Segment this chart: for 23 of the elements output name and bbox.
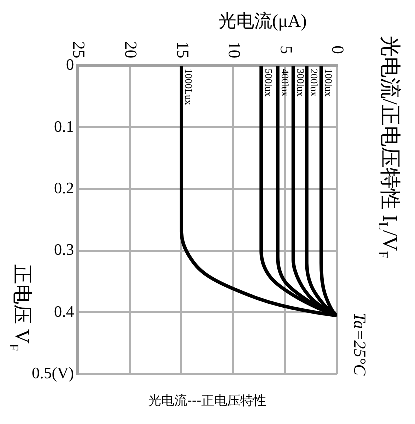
text: 光电流---正电压特性 [147,393,268,410]
x-tick-label: 5 [276,46,296,54]
x-tick-label: 0 [328,46,348,54]
x-tick-label: 20 [122,42,140,58]
x-tick-label: 15 [173,42,192,58]
text: 500lux [262,69,274,97]
x-axis-title: 光电流(μA) [218,11,308,31]
text: 300lux [294,69,306,97]
y-tick-label: 0.2 [54,180,74,198]
y-axis-title: 正电压 VF [7,264,33,352]
text: 100lux [322,69,334,97]
y-tick-label: 0.4 [54,304,74,321]
y-tick-label: 0.5(V) [32,366,74,383]
text: 200lux [308,69,319,97]
text: Ta=25°C [350,312,370,376]
y-tick-label: 0 [66,57,74,74]
text: 400lux [278,69,290,97]
y-tick-label: 0.3 [54,242,74,260]
text: 1000Lux [182,69,194,106]
text: 光电流/正电压特性 IL/VF [376,36,402,260]
x-tick-label: 10 [225,42,244,58]
x-tick-label: 25 [70,42,89,58]
y-tick-label: 0.1 [54,118,74,136]
